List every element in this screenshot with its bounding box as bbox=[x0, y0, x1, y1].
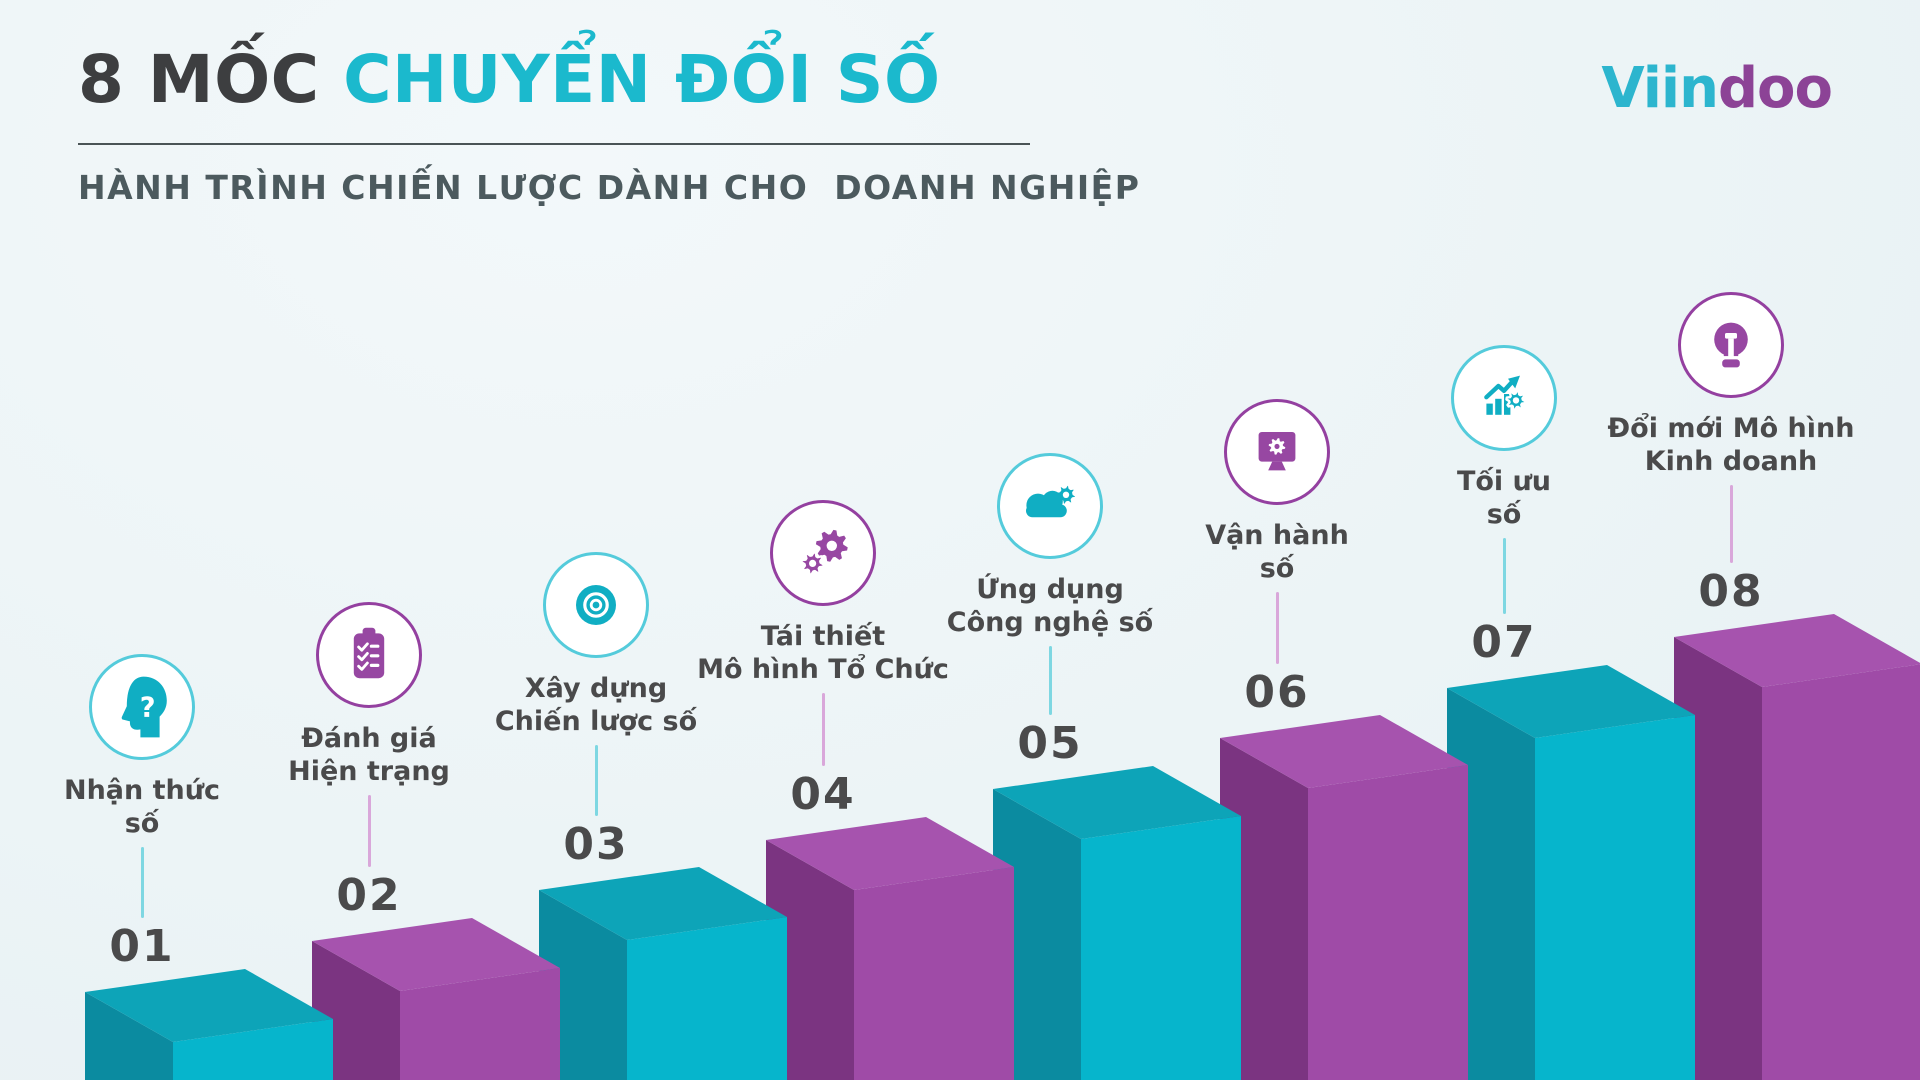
milestone-number: 02 bbox=[336, 870, 402, 921]
gears-icon bbox=[770, 500, 876, 606]
connector-line bbox=[1275, 592, 1279, 664]
bar-side-face bbox=[1674, 637, 1762, 1080]
logo-part-purple: doo bbox=[1717, 56, 1833, 121]
milestone-label: Xây dựng Chiến lược số bbox=[494, 673, 698, 737]
connector-line bbox=[367, 795, 371, 867]
bar-3d-01 bbox=[85, 969, 333, 1080]
viindoo-logo: Viindoo bbox=[1601, 56, 1833, 121]
bar-side-face bbox=[312, 941, 400, 1080]
connector-line bbox=[1048, 646, 1052, 715]
milestone-label: Đổi mới Mô hình Kinh doanh bbox=[1607, 413, 1855, 477]
monitor-gear-icon bbox=[1224, 399, 1330, 505]
connector-line bbox=[140, 847, 144, 918]
lightbulb-icon-glyph bbox=[1714, 322, 1748, 368]
bar-front-face bbox=[1535, 715, 1695, 1080]
bar-top-face bbox=[539, 867, 787, 940]
milestone-label: Vận hành số bbox=[1205, 520, 1349, 584]
bar-3d-05 bbox=[993, 766, 1241, 1080]
head-question-icon: ? bbox=[89, 654, 195, 760]
bar-front-face bbox=[1308, 765, 1468, 1080]
milestone-number: 06 bbox=[1244, 667, 1310, 718]
title-text: 8 MỐC CHUYỂN ĐỔI SỐ bbox=[78, 41, 941, 118]
head-question-icon-glyph: ? bbox=[121, 676, 167, 738]
milestone-number: 04 bbox=[790, 769, 856, 820]
bar-3d-04 bbox=[766, 817, 1014, 1080]
milestone-label: Ứng dụng Công nghệ số bbox=[946, 574, 1154, 638]
milestone-label: Tối ưu số bbox=[1456, 466, 1552, 530]
clipboard-checklist-icon bbox=[316, 602, 422, 708]
bar-3d-03 bbox=[539, 867, 787, 1080]
connector-line bbox=[1729, 485, 1733, 563]
cloud-gear-icon bbox=[997, 453, 1103, 559]
bar-top-face bbox=[993, 766, 1241, 839]
svg-text:?: ? bbox=[140, 693, 156, 724]
milestone-label: Đánh giá Hiện trạng bbox=[288, 723, 450, 787]
cloud-gear-icon-glyph bbox=[1026, 483, 1078, 518]
bar-3d-02 bbox=[312, 918, 560, 1080]
bar-top-face bbox=[312, 918, 560, 991]
title-dark-part: 8 MỐC bbox=[78, 41, 344, 118]
chart-growth-gear-icon-glyph bbox=[1484, 375, 1527, 415]
clipboard-checklist-icon-glyph bbox=[353, 627, 385, 679]
bar-side-face bbox=[85, 992, 173, 1080]
bar-front-face bbox=[627, 917, 787, 1080]
milestone-number: 08 bbox=[1698, 566, 1764, 617]
bar-top-face bbox=[1674, 614, 1920, 687]
bar-3d-07 bbox=[1447, 665, 1695, 1080]
target-icon-glyph bbox=[576, 585, 616, 625]
bar-front-face bbox=[1762, 664, 1920, 1080]
gears-icon-glyph bbox=[800, 529, 848, 576]
bar-top-face bbox=[85, 969, 333, 1042]
connector-line bbox=[594, 745, 598, 816]
lightbulb-icon bbox=[1678, 292, 1784, 398]
bar-front-face bbox=[173, 1019, 333, 1080]
page-subtitle: HÀNH TRÌNH CHIẾN LƯỢC DÀNH CHO DOANH NGH… bbox=[78, 168, 1141, 207]
milestone-number: 07 bbox=[1471, 617, 1537, 668]
bar-side-face bbox=[539, 890, 627, 1080]
milestone-label: Nhận thức số bbox=[63, 775, 220, 839]
milestone-number: 05 bbox=[1017, 718, 1083, 769]
bar-top-face bbox=[766, 817, 1014, 890]
bar-side-face bbox=[1447, 688, 1535, 1080]
title-accent-part: CHUYỂN ĐỔI SỐ bbox=[343, 41, 941, 118]
bar-side-face bbox=[1220, 738, 1308, 1080]
milestone-number: 01 bbox=[109, 921, 175, 972]
bar-side-face bbox=[993, 789, 1081, 1080]
monitor-gear-icon-glyph bbox=[1258, 432, 1296, 471]
milestone-number: 03 bbox=[563, 819, 629, 870]
milestone-label: Tái thiết Mô hình Tổ Chức bbox=[697, 621, 949, 685]
bar-top-face bbox=[1447, 665, 1695, 738]
logo-part-teal: Viin bbox=[1601, 56, 1719, 121]
target-icon bbox=[543, 552, 649, 658]
connector-line bbox=[1502, 538, 1506, 614]
bar-front-face bbox=[400, 968, 560, 1080]
title-divider bbox=[78, 143, 1030, 145]
bar-front-face bbox=[854, 867, 1014, 1080]
connector-line bbox=[821, 693, 825, 766]
bar-3d-06 bbox=[1220, 715, 1468, 1080]
bar-front-face bbox=[1081, 816, 1241, 1080]
page-title: 8 MỐC CHUYỂN ĐỔI SỐ bbox=[78, 41, 941, 118]
bar-3d-08 bbox=[1674, 614, 1920, 1080]
bar-top-face bbox=[1220, 715, 1468, 788]
chart-growth-gear-icon bbox=[1451, 345, 1557, 451]
bar-side-face bbox=[766, 840, 854, 1080]
